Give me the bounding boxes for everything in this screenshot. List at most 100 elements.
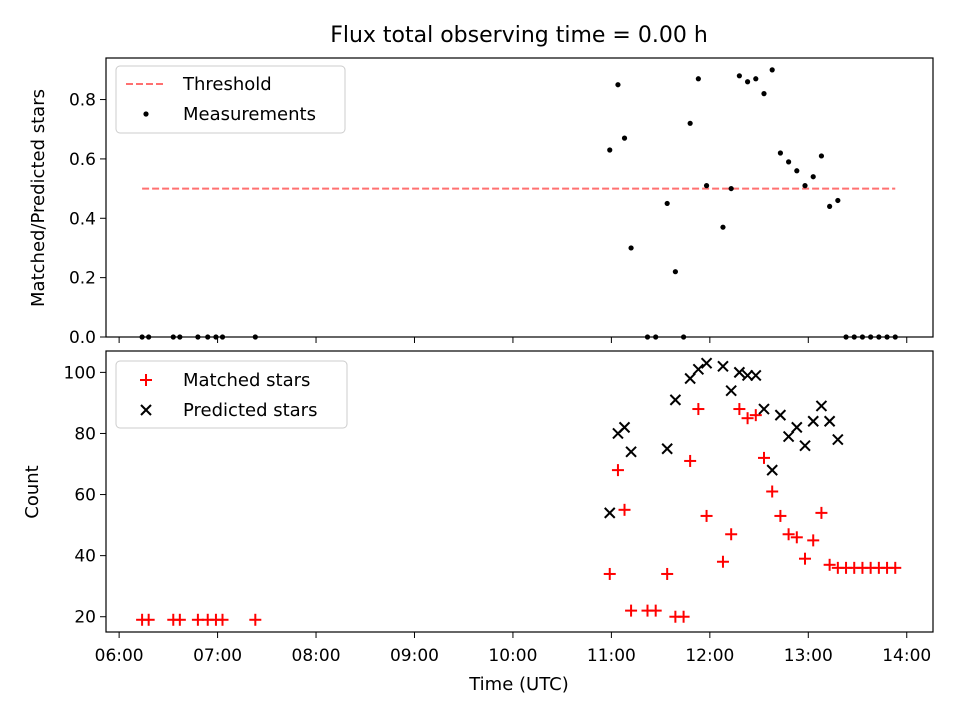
bottom-legend: Matched stars Predicted stars xyxy=(115,360,348,429)
bottom-legend-box xyxy=(115,360,348,429)
matched-star-point xyxy=(757,451,770,464)
measurements-legend-label: Measurements xyxy=(183,104,316,125)
bottom-y-tick-label: 40 xyxy=(74,547,96,567)
top-legend: Threshold Measurements xyxy=(115,65,346,134)
bottom-y-tick-label: 60 xyxy=(74,486,96,506)
measurement-point xyxy=(835,197,841,204)
matched-star-point xyxy=(790,531,803,544)
measurement-point xyxy=(744,79,751,85)
measurement-point xyxy=(695,76,701,82)
matched-star-point xyxy=(618,503,631,516)
threshold-legend-label: Threshold xyxy=(182,74,272,95)
x-tick-label: 09:00 xyxy=(390,646,439,666)
matched-star-point xyxy=(782,528,795,541)
predicted-star-point xyxy=(750,369,762,382)
x-tick-label: 10:00 xyxy=(488,646,537,666)
matched-star-point xyxy=(716,555,729,568)
predicted-star-point xyxy=(604,507,616,519)
matched-star-point xyxy=(733,403,746,416)
predicted-star-point xyxy=(766,464,778,476)
top-plot-frame xyxy=(105,57,934,338)
top-y-tick-label: 0.2 xyxy=(69,269,96,289)
predicted-star-point xyxy=(782,430,795,443)
measurement-point xyxy=(664,200,670,207)
predicted-star-point xyxy=(700,357,713,369)
matched-star-point xyxy=(661,567,674,580)
measurement-point xyxy=(769,67,775,73)
predicted-star-point xyxy=(684,372,696,385)
measurement-point xyxy=(703,183,710,189)
matched-star-point xyxy=(216,613,229,626)
measurement-point xyxy=(607,147,613,153)
predicted-legend-label: Predicted stars xyxy=(183,400,317,421)
predicted-star-point xyxy=(799,439,811,452)
predicted-legend-swatch xyxy=(140,404,152,416)
matched-legend-swatch xyxy=(140,374,152,386)
matched-star-point xyxy=(603,567,616,580)
top-y-axis-label: Matched/Predicted stars xyxy=(28,89,49,307)
matched-star-point xyxy=(700,509,713,522)
x-tick-label: 14:00 xyxy=(882,646,931,666)
predicted-star-point xyxy=(733,366,746,379)
predicted-star-point xyxy=(807,415,819,427)
bottom-y-tick-label: 100 xyxy=(64,363,96,383)
bottom-axes: 20 40 60 80 100 06:00 07:00 08:00 09:00 10:00 11:0… xyxy=(64,363,932,666)
predicted-star-point xyxy=(832,433,844,446)
x-tick-label: 07:00 xyxy=(193,646,242,666)
matched-star-point xyxy=(823,558,836,571)
measurement-point xyxy=(802,183,808,189)
matched-star-point xyxy=(749,409,762,422)
measurement-point xyxy=(786,159,792,165)
matched-star-point xyxy=(725,528,738,541)
matched-star-point xyxy=(889,561,902,574)
bottom-plot-marks xyxy=(136,357,902,626)
top-plot-marks xyxy=(139,67,898,340)
matched-legend-label: Matched stars xyxy=(183,370,310,391)
bottom-y-tick-label: 80 xyxy=(74,424,96,444)
predicted-star-point xyxy=(791,421,803,434)
predicted-star-point xyxy=(823,415,836,427)
top-y-tick-label: 0.0 xyxy=(69,328,96,348)
measurement-point xyxy=(672,269,678,275)
matched-star-point xyxy=(173,613,186,626)
measurement-point xyxy=(728,185,734,192)
matched-star-point xyxy=(692,403,705,416)
measurement-point xyxy=(628,245,634,251)
matched-star-point xyxy=(741,412,754,425)
measurement-point xyxy=(687,120,693,126)
matched-star-point xyxy=(649,604,662,617)
bottom-plot-frame xyxy=(105,350,934,633)
top-axes: 0.0 0.2 0.4 0.6 0.8 xyxy=(69,91,908,348)
matched-star-point xyxy=(807,534,820,547)
measurement-point xyxy=(761,91,767,97)
measurement-point xyxy=(720,224,726,230)
predicted-star-point xyxy=(661,443,673,455)
bottom-y-axis-label: Count xyxy=(22,465,43,518)
top-y-tick-label: 0.8 xyxy=(69,91,96,111)
x-axis-label: Time (UTC) xyxy=(468,674,569,695)
matched-star-point xyxy=(684,454,697,467)
matched-star-point xyxy=(774,509,787,522)
measurement-point xyxy=(810,174,816,180)
matched-star-point xyxy=(815,506,828,519)
predicted-star-point xyxy=(741,369,754,382)
matched-star-point xyxy=(625,604,638,617)
top-legend-box xyxy=(115,65,346,134)
predicted-star-point xyxy=(625,446,637,458)
x-tick-label: 12:00 xyxy=(685,646,734,666)
matched-star-point xyxy=(799,552,812,565)
measurement-point xyxy=(621,135,628,141)
predicted-star-point xyxy=(717,360,729,372)
top-y-tick-label: 0.4 xyxy=(69,209,96,229)
predicted-star-point xyxy=(815,400,828,412)
top-y-tick-label: 0.6 xyxy=(69,150,96,170)
matched-star-point xyxy=(142,613,155,626)
predicted-star-point xyxy=(618,421,631,434)
bottom-y-tick-label: 20 xyxy=(74,608,96,628)
matched-star-point xyxy=(611,464,624,477)
matched-star-point xyxy=(766,485,779,498)
matched-star-point xyxy=(249,613,262,626)
predicted-star-point xyxy=(758,403,770,415)
matched-star-point xyxy=(677,610,690,623)
predicted-star-point xyxy=(692,363,705,376)
